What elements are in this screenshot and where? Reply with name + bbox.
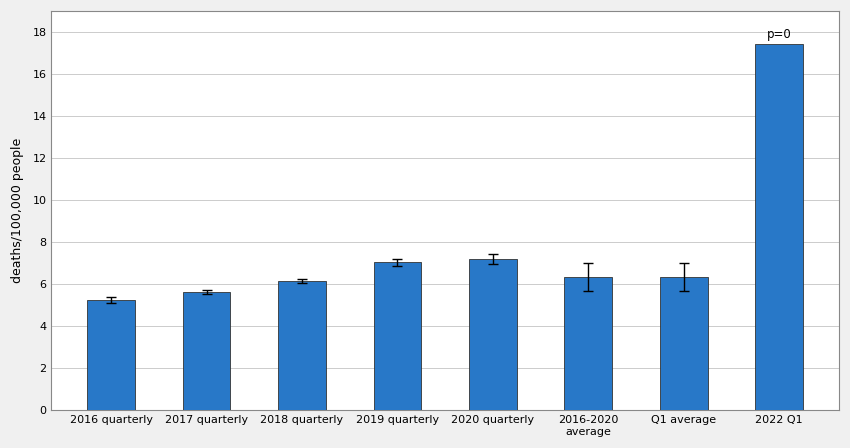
Bar <box>756 44 803 410</box>
Bar <box>564 277 612 410</box>
Bar <box>88 300 135 410</box>
Bar <box>183 292 230 410</box>
Y-axis label: deaths/100,000 people: deaths/100,000 people <box>11 138 24 284</box>
Bar <box>373 262 422 410</box>
Bar <box>660 277 708 410</box>
Text: p=0: p=0 <box>767 27 791 40</box>
Bar <box>278 281 326 410</box>
Bar <box>469 259 517 410</box>
